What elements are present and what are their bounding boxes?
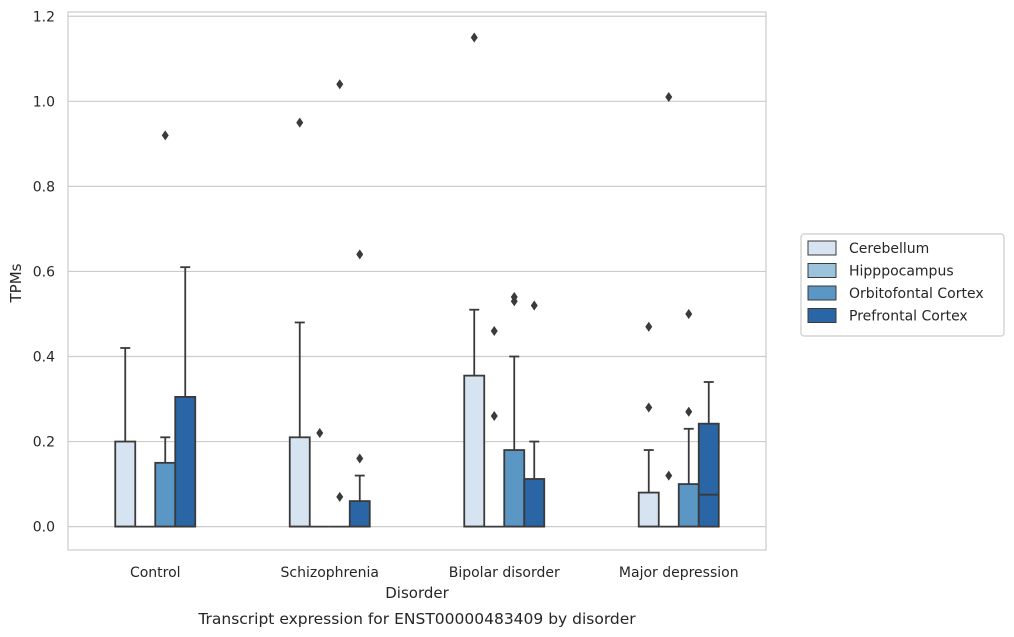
box — [348, 500, 371, 528]
legend-label: Hipppocampus — [849, 264, 954, 280]
legend-label: Orbitofontal Cortex — [849, 286, 984, 302]
x-axis-ticks: Control Schizophrenia Bipolar disorder Majo… — [130, 565, 739, 581]
outlier-point — [356, 453, 364, 464]
box — [463, 374, 486, 528]
y-tick-label: 0.4 — [33, 349, 55, 365]
plot-area-frame — [67, 11, 767, 551]
box-group — [309, 428, 330, 528]
legend-item: Hipppocampus — [807, 263, 954, 280]
outlier-point — [336, 79, 344, 90]
outlier-point — [685, 406, 693, 417]
outlier-point — [336, 491, 344, 502]
legend-item: Cerebellum — [807, 240, 929, 257]
legend: Cerebellum Hipppocampus Orbitofontal Corte… — [800, 233, 1005, 337]
y-tick-label: 0.8 — [33, 179, 55, 195]
series-orbitofontal-cortex — [154, 79, 700, 528]
outlier-point — [510, 291, 518, 302]
outlier-point — [490, 411, 498, 422]
legend-swatch — [807, 240, 837, 256]
box — [697, 422, 720, 528]
box — [114, 440, 137, 528]
x-axis-label: Disorder — [385, 584, 449, 602]
box-group — [114, 347, 137, 528]
box — [637, 491, 660, 528]
box-group — [484, 325, 505, 528]
y-tick-label: 1.2 — [33, 9, 55, 25]
legend-swatch — [807, 308, 837, 323]
box-group — [658, 92, 679, 528]
box-group — [288, 117, 311, 528]
box-group — [637, 321, 660, 528]
outlier-point — [665, 470, 673, 481]
box-series — [114, 32, 720, 528]
box-group — [463, 32, 486, 528]
legend-swatch — [807, 263, 837, 278]
box — [503, 449, 526, 528]
box-group — [174, 266, 197, 528]
box-group — [348, 249, 371, 528]
y-tick-label: 0.6 — [33, 264, 55, 280]
y-tick-label: 0.2 — [33, 435, 55, 451]
legend-item: Orbitofontal Cortex — [807, 285, 984, 302]
outlier-point — [665, 92, 673, 103]
x-tick-label: Bipolar disorder — [449, 565, 560, 581]
outlier-point — [356, 249, 364, 260]
box — [288, 436, 311, 528]
box-group — [523, 300, 546, 528]
outlier-point — [645, 321, 653, 332]
outlier-point — [685, 308, 693, 319]
box — [523, 478, 546, 528]
outlier-point — [490, 325, 498, 336]
box-group — [677, 308, 700, 528]
legend-item: Prefrontal Cortex — [807, 308, 968, 325]
y-axis-ticks: 0.0 0.2 0.4 0.6 0.8 1.0 1.2 — [33, 9, 55, 535]
box-group — [503, 291, 526, 528]
legend-swatch — [807, 285, 837, 301]
box — [154, 461, 177, 528]
series-cerebellum — [114, 32, 660, 528]
y-tick-label: 1.0 — [33, 94, 55, 110]
x-tick-label: Major depression — [619, 565, 739, 581]
legend-label: Cerebellum — [849, 241, 929, 257]
x-tick-label: Control — [130, 565, 181, 581]
outlier-point — [296, 117, 304, 128]
box — [174, 395, 197, 528]
outlier-point — [316, 428, 324, 439]
x-tick-label: Schizophrenia — [281, 565, 379, 581]
chart-caption: Transcript expression for ENST0000048340… — [197, 610, 636, 628]
outlier-point — [161, 130, 169, 141]
gridlines — [68, 15, 766, 528]
outlier-point — [645, 402, 653, 413]
legend-box — [800, 233, 1005, 337]
outlier-point — [530, 300, 538, 311]
series-prefrontal-cortex — [174, 249, 720, 528]
box-group — [697, 381, 720, 528]
box — [677, 483, 700, 528]
box-group — [329, 79, 350, 528]
legend-label: Prefrontal Cortex — [849, 309, 968, 325]
y-tick-label: 0.0 — [33, 520, 55, 536]
box-group — [154, 130, 177, 528]
outlier-point — [470, 32, 478, 43]
series-hipppocampus — [135, 92, 679, 528]
y-axis-label: TPMs — [7, 263, 25, 303]
